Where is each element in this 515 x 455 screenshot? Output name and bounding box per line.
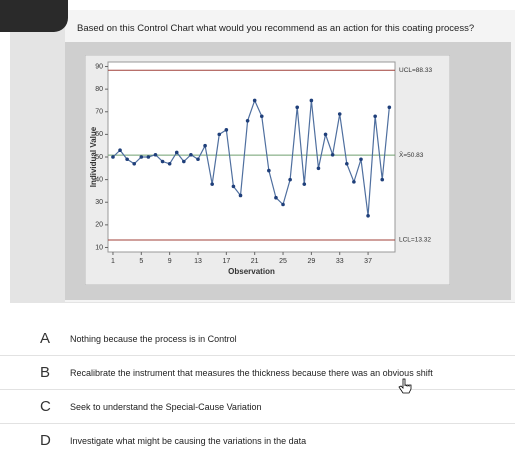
- data-point: [352, 180, 356, 184]
- data-point: [146, 155, 151, 159]
- data-point: [167, 161, 172, 166]
- answer-option[interactable]: B Recalibrate the instrument that measure…: [0, 356, 515, 390]
- plot-area: [107, 61, 396, 253]
- data-point: [267, 168, 271, 173]
- answer-option[interactable]: A Nothing because the process is in Contr…: [0, 322, 515, 356]
- y-tick-label: 80: [95, 86, 103, 93]
- y-tick-label: 70: [95, 109, 103, 116]
- answer-option[interactable]: C Seek to understand the Special-Cause Va…: [0, 390, 515, 424]
- option-letter: D: [40, 432, 51, 449]
- y-tick-label: 20: [95, 222, 103, 229]
- y-tick-label: 60: [95, 131, 103, 138]
- data-point: [373, 114, 377, 119]
- data-point: [132, 161, 137, 166]
- data-point: [139, 155, 144, 159]
- data-point: [160, 159, 165, 164]
- data-point: [380, 177, 385, 182]
- data-point: [302, 182, 307, 186]
- data-point: [210, 182, 214, 186]
- x-tick-label: 5: [139, 258, 143, 265]
- option-text: Recalibrate the instrument that measures…: [70, 368, 433, 378]
- control-limit-label: X̄=50.83: [399, 151, 424, 159]
- data-point: [238, 193, 243, 198]
- data-line: [112, 98, 390, 216]
- answer-option[interactable]: D Investigate what might be causing the v…: [0, 424, 515, 455]
- data-point: [153, 152, 158, 157]
- data-point: [189, 152, 193, 157]
- x-tick-label: 9: [168, 258, 172, 265]
- data-point: [366, 214, 370, 218]
- data-point: [345, 161, 349, 166]
- cursor: [398, 378, 412, 394]
- data-point: [111, 155, 115, 159]
- option-letter: C: [40, 398, 51, 415]
- data-point: [125, 157, 129, 162]
- x-tick-label: 33: [336, 258, 344, 265]
- x-tick-label: 25: [279, 258, 287, 265]
- data-point: [224, 128, 229, 132]
- y-tick-label: 10: [95, 244, 103, 251]
- data-point: [309, 98, 314, 103]
- data-point: [330, 152, 335, 157]
- data-point: [252, 98, 257, 103]
- control-limit-label: UCL=88.33: [399, 67, 432, 74]
- data-point: [203, 143, 207, 148]
- data-point: [231, 184, 236, 189]
- y-tick-label: 90: [95, 63, 103, 70]
- data-point: [182, 159, 186, 164]
- data-point: [196, 157, 200, 162]
- option-letter: B: [40, 364, 51, 381]
- x-tick-label: 37: [364, 258, 372, 265]
- data-point: [316, 166, 321, 171]
- x-axis-title: Observation: [228, 267, 275, 276]
- logo: [0, 0, 68, 32]
- data-point: [118, 148, 122, 153]
- y-axis-title: Individual Value: [89, 126, 98, 187]
- data-point: [281, 202, 285, 207]
- data-point: [295, 105, 300, 110]
- option-letter: A: [40, 330, 51, 347]
- x-tick-label: 29: [307, 258, 315, 265]
- question-text: Based on this Control Chart what would y…: [77, 23, 475, 34]
- data-point: [245, 119, 250, 123]
- data-point: [274, 195, 278, 200]
- data-point: [337, 112, 342, 116]
- option-text: Seek to understand the Special-Cause Var…: [70, 402, 262, 412]
- data-point: [323, 132, 328, 137]
- data-point: [174, 150, 179, 155]
- y-tick-label: 40: [95, 176, 103, 183]
- data-point: [217, 132, 222, 137]
- data-point: [359, 157, 363, 162]
- x-tick-label: 13: [194, 258, 202, 265]
- x-tick-label: 1: [111, 258, 115, 265]
- y-tick-label: 50: [95, 154, 103, 161]
- control-chart: 10 20 30 40 50 60 70 80 90 1 5 9 13 17 21 25 29 33 37 Obser…: [85, 55, 450, 285]
- option-text: Investigate what might be causing the va…: [70, 436, 307, 446]
- data-point: [259, 114, 264, 119]
- option-text: Nothing because the process is in Contro…: [70, 334, 237, 344]
- y-tick-label: 30: [95, 199, 103, 206]
- control-limit-label: LCL=13.32: [399, 237, 431, 244]
- data-point: [387, 105, 392, 110]
- x-tick-label: 21: [251, 258, 259, 265]
- x-tick-label: 17: [222, 258, 230, 265]
- data-point: [288, 177, 292, 182]
